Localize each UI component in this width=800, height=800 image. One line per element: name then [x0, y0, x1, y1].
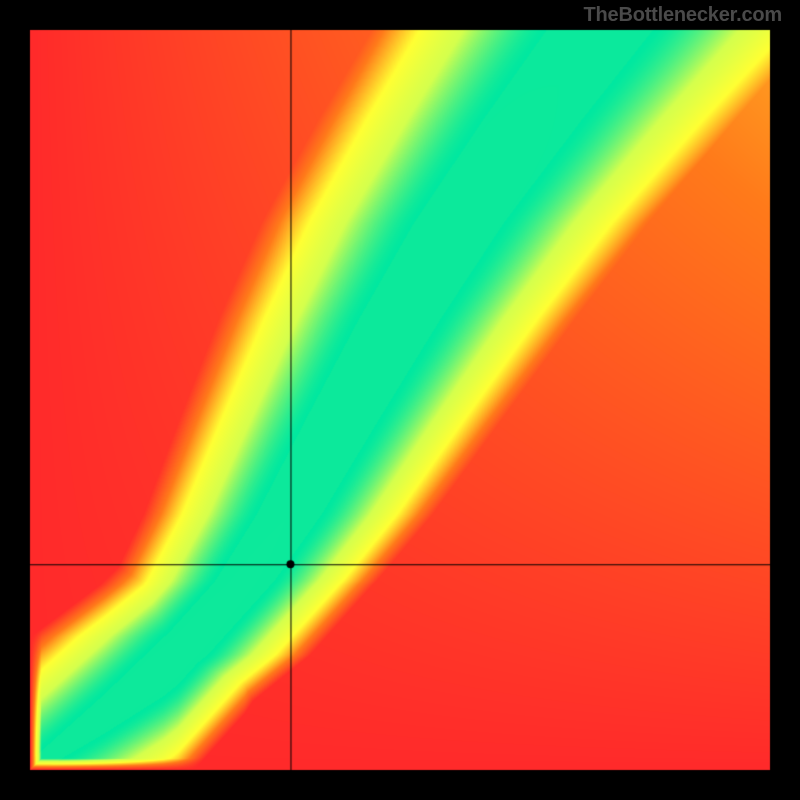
watermark-label: TheBottlenecker.com [584, 4, 783, 27]
heatmap-canvas [0, 0, 800, 800]
bottleneck-heatmap: TheBottlenecker.com [0, 0, 800, 800]
